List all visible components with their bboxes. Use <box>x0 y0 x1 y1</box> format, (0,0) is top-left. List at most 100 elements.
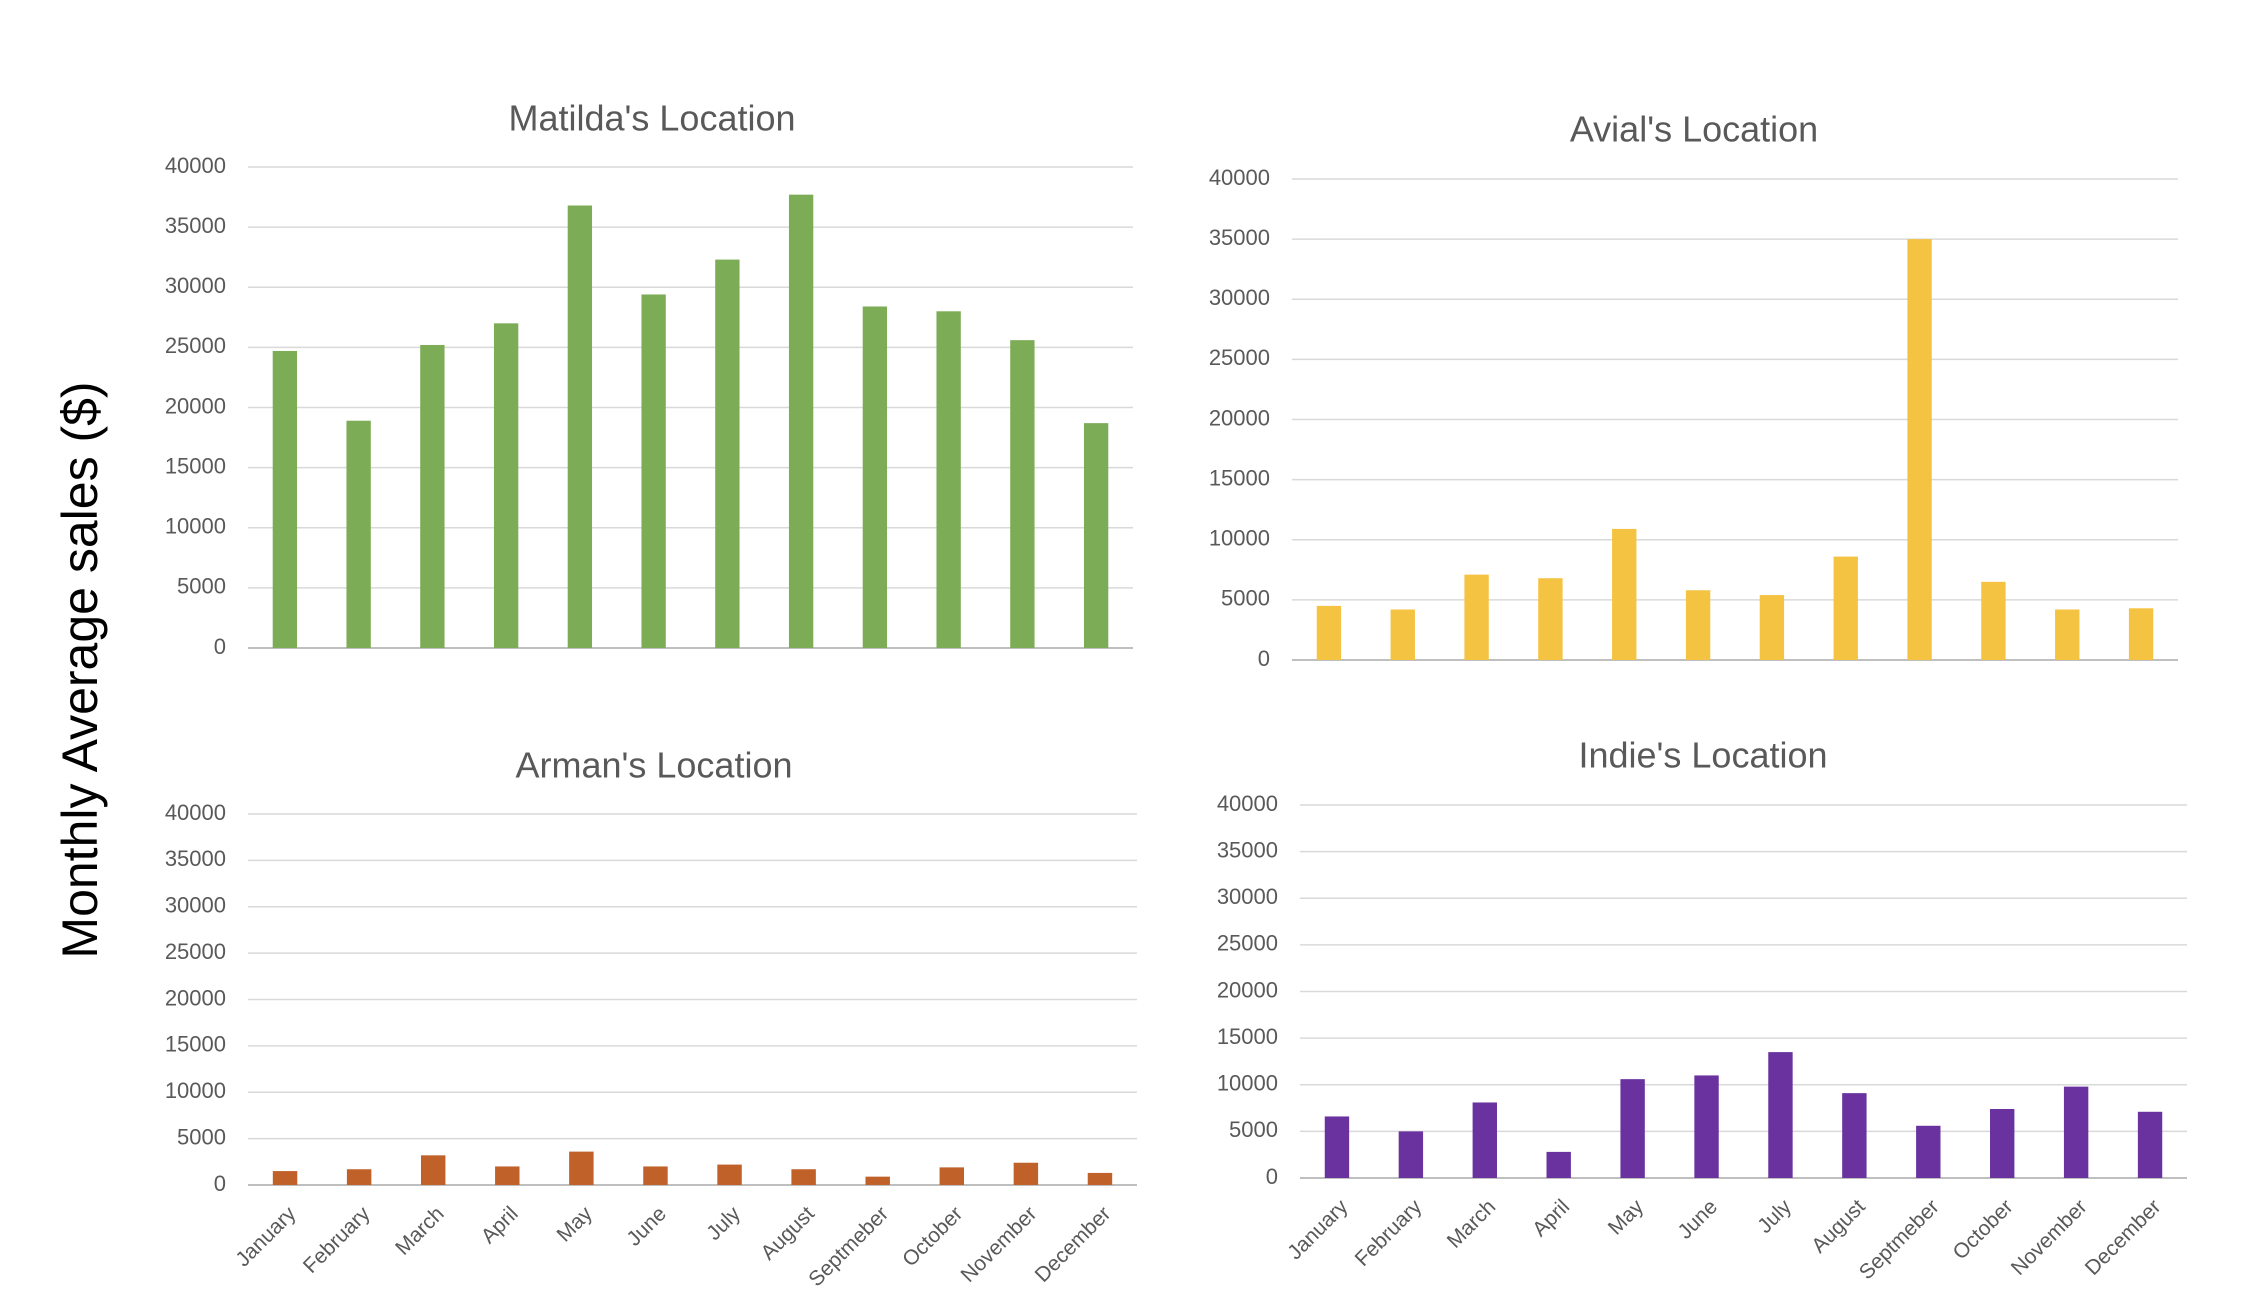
avial-y-tick-label: 5000 <box>1221 586 1270 611</box>
indie-x-tick-label: October <box>1949 1195 2018 1264</box>
indie-x-tick-label: March <box>1443 1195 1501 1253</box>
indie-y-tick-label: 0 <box>1266 1164 1278 1189</box>
arman-chart-title: Arman's Location <box>515 745 792 786</box>
indie-y-tick-label: 15000 <box>1217 1024 1278 1049</box>
matilda-y-tick-label: 0 <box>214 634 226 659</box>
indie-bar-april <box>1546 1151 1571 1178</box>
avial-bar-june <box>1685 590 1711 660</box>
arman-x-tick-label: June <box>622 1202 670 1250</box>
arman-x-tick-label: July <box>702 1202 745 1245</box>
arman-bar-january <box>272 1171 298 1185</box>
matilda-bar-august <box>788 194 814 648</box>
y-axis-label-container: Monthly Average sales ($) <box>10 0 150 1308</box>
arman-x-tick-label: August <box>757 1202 820 1265</box>
matilda-bar-july <box>715 259 740 648</box>
indie-y-tick-label: 10000 <box>1217 1071 1278 1096</box>
avial-y-tick-label: 10000 <box>1209 526 1270 551</box>
indie-bar-march <box>1472 1102 1497 1178</box>
matilda-y-tick-label: 30000 <box>165 273 226 298</box>
arman-bar-april <box>495 1166 520 1185</box>
indie-bar-may <box>1620 1079 1645 1178</box>
avial-y-tick-label: 40000 <box>1209 165 1270 190</box>
matilda-y-tick-label: 40000 <box>165 153 226 178</box>
avial-y-tick-label: 35000 <box>1209 225 1270 250</box>
indie-bar-august <box>1842 1093 1867 1178</box>
matilda-bar-november <box>1010 340 1035 648</box>
indie-x-tick-label: Septmeber <box>1855 1195 1944 1284</box>
matilda-bar-december <box>1083 423 1109 648</box>
indie-x-tick-label: February <box>1351 1195 1427 1271</box>
indie-bar-june <box>1694 1075 1719 1178</box>
arman-x-tick-label: April <box>477 1202 523 1248</box>
arman-bar-november <box>1013 1162 1039 1185</box>
arman-x-tick-label: March <box>391 1202 449 1260</box>
arman-y-tick-label: 10000 <box>165 1078 226 1103</box>
matilda-y-tick-label: 5000 <box>177 574 226 599</box>
avial-bar-may <box>1612 528 1637 660</box>
arman-y-tick-label: 40000 <box>165 800 226 825</box>
arman-chart: Arman's Location 0 5000 10000 15000 20000 2500… <box>165 745 1137 1291</box>
arman-y-tick-label: 5000 <box>177 1124 226 1149</box>
indie-bar-july <box>1768 1052 1793 1178</box>
indie-y-tick-label: 25000 <box>1217 931 1278 956</box>
arman-y-tick-label: 15000 <box>165 1032 226 1057</box>
matilda-bar-march <box>420 344 445 648</box>
arman-x-tick-label: November <box>957 1202 1042 1287</box>
indie-x-tick-label: November <box>2007 1195 2092 1280</box>
indie-x-tick-label: June <box>1674 1195 1722 1243</box>
arman-y-tick-label: 30000 <box>165 893 226 918</box>
arman-x-tick-label: Septmeber <box>804 1202 893 1291</box>
indie-bar-december <box>2137 1111 2163 1178</box>
arman-bar-may <box>569 1151 594 1185</box>
arman-bar-july <box>717 1164 742 1185</box>
arman-x-tick-label: December <box>1031 1202 1116 1287</box>
matilda-bar-septmeber <box>862 306 888 648</box>
indie-x-tick-label: May <box>1604 1195 1649 1240</box>
avial-y-tick-label: 15000 <box>1209 465 1270 490</box>
arman-x-tick-label: February <box>299 1202 375 1278</box>
arman-bar-december <box>1087 1172 1113 1185</box>
indie-x-tick-label: August <box>1807 1195 1870 1258</box>
matilda-bar-june <box>641 294 666 648</box>
arman-y-tick-label: 35000 <box>165 846 226 871</box>
arman-x-tick-label: January <box>231 1202 300 1271</box>
indie-chart-title: Indie's Location <box>1578 735 1827 776</box>
avial-bar-january <box>1316 605 1342 660</box>
avial-bar-march <box>1464 574 1489 660</box>
avial-bar-october <box>1981 581 2006 660</box>
avial-bar-august <box>1833 556 1858 660</box>
indie-bar-february <box>1398 1131 1424 1178</box>
matilda-y-tick-label: 15000 <box>165 453 226 478</box>
arman-y-tick-label: 25000 <box>165 939 226 964</box>
avial-y-tick-label: 0 <box>1258 646 1270 671</box>
arman-x-tick-label: May <box>553 1202 598 1247</box>
matilda-chart: Matilda's Location 0 5000 10000 15000 20000 25… <box>165 98 1133 659</box>
matilda-bar-april <box>493 323 519 648</box>
arman-y-tick-label: 0 <box>214 1171 226 1196</box>
avial-bar-septmeber <box>1907 239 1932 660</box>
indie-x-tick-label: July <box>1753 1195 1796 1238</box>
indie-y-tick-label: 5000 <box>1229 1117 1278 1142</box>
avial-y-tick-label: 20000 <box>1209 405 1270 430</box>
arman-bar-october <box>939 1167 965 1185</box>
matilda-y-tick-label: 10000 <box>165 514 226 539</box>
avial-bar-february <box>1390 609 1415 660</box>
matilda-bar-january <box>272 350 298 648</box>
arman-bar-june <box>643 1166 668 1185</box>
matilda-bar-may <box>567 205 593 649</box>
matilda-chart-title: Matilda's Location <box>508 98 795 139</box>
avial-bar-november <box>2055 609 2080 660</box>
avial-y-tick-label: 25000 <box>1209 345 1270 370</box>
avial-chart-title: Avial's Location <box>1570 109 1818 150</box>
indie-x-tick-label: December <box>2081 1195 2166 1280</box>
indie-x-tick-label: January <box>1283 1195 1352 1264</box>
avial-bar-april <box>1538 578 1563 660</box>
arman-bar-march <box>420 1155 446 1185</box>
avial-bar-december <box>2128 608 2154 660</box>
indie-chart: Indie's Location 0 5000 10000 15000 20000 2500… <box>1217 735 2187 1284</box>
matilda-bar-february <box>346 420 371 648</box>
arman-bar-septmeber <box>865 1176 890 1185</box>
indie-bar-septmeber <box>1916 1125 1941 1178</box>
